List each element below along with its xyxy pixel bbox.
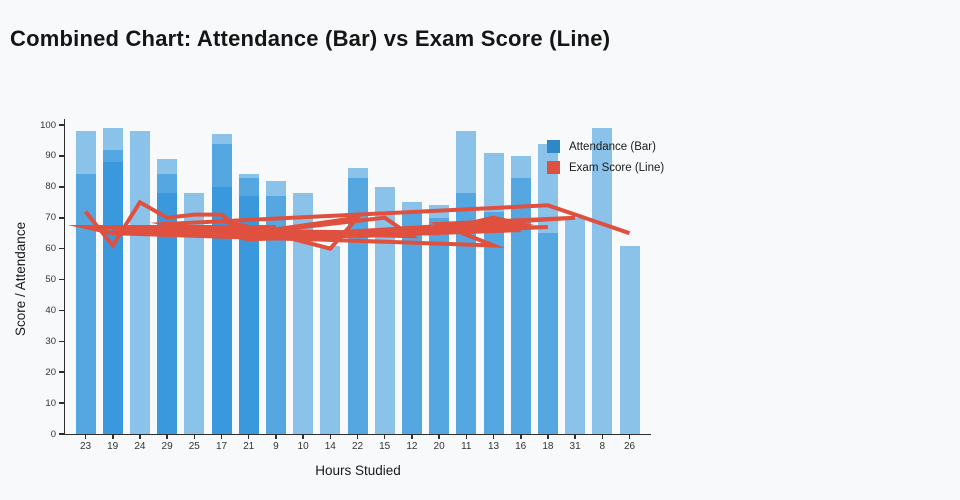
x-tick-label: 19	[107, 441, 119, 452]
y-axis-line	[63, 119, 65, 435]
x-tick-label: 13	[487, 441, 500, 452]
x-tick-label: 25	[188, 441, 200, 452]
x-tick	[438, 435, 440, 439]
x-tick	[112, 435, 114, 439]
x-tick-label: 20	[433, 441, 445, 452]
y-tick	[58, 124, 64, 126]
x-tick	[302, 435, 304, 439]
y-tick	[58, 371, 64, 373]
x-tick-label: 10	[297, 441, 309, 452]
x-tick	[247, 435, 250, 439]
attendance-bar-segment	[510, 177, 531, 434]
x-tick-label: 8	[599, 441, 606, 452]
x-tick-label: 31	[569, 441, 581, 452]
y-tick-label: 10	[45, 397, 56, 409]
y-tick	[58, 155, 64, 157]
legend-item-attendance[interactable]: Attendance (Bar)	[547, 140, 664, 153]
x-tick-label: 21	[243, 441, 255, 452]
x-tick-label: 17	[215, 441, 228, 452]
y-tick-label: 100	[40, 119, 56, 131]
attendance-bar-segment	[293, 193, 314, 434]
x-tick	[628, 435, 631, 439]
x-axis-title: Hours Studied	[315, 463, 401, 478]
x-tick	[139, 435, 141, 439]
y-tick	[58, 433, 64, 435]
y-tick-label: 70	[45, 212, 56, 224]
y-tick-label: 90	[45, 150, 56, 162]
y-axis-title: Score / Attendance	[13, 221, 28, 337]
attendance-bar-segment	[75, 174, 96, 434]
x-tick	[84, 435, 87, 439]
legend-label-attendance: Attendance (Bar)	[569, 140, 656, 153]
x-tick-label: 18	[542, 441, 554, 452]
x-tick	[166, 435, 168, 439]
x-tick	[193, 435, 196, 439]
y-tick-label: 40	[45, 304, 56, 316]
attendance-bar-segment	[537, 233, 558, 434]
x-tick-label: 9	[273, 441, 279, 452]
x-tick	[356, 435, 359, 439]
legend: Attendance (Bar) Exam Score (Line)	[547, 140, 664, 182]
x-tick-label: 26	[623, 441, 636, 452]
y-tick-label: 30	[45, 335, 56, 347]
attendance-bar-segment	[265, 196, 286, 434]
x-tick-label: 16	[515, 441, 527, 452]
attendance-bar-segment	[374, 186, 395, 434]
attendance-bar-segment	[592, 128, 613, 434]
attendance-bar-segment	[483, 211, 504, 434]
x-tick	[574, 435, 576, 439]
x-tick-label: 11	[461, 441, 472, 452]
y-tick-label: 20	[45, 366, 56, 378]
x-tick-label: 23	[79, 441, 92, 452]
legend-swatch-attendance-icon	[547, 140, 560, 153]
x-tick	[465, 435, 468, 439]
y-tick	[58, 278, 64, 281]
y-tick	[58, 340, 64, 343]
y-tick	[58, 247, 64, 250]
attendance-bar-segment	[429, 217, 450, 434]
attendance-bar-segment	[238, 196, 259, 434]
x-tick	[520, 435, 522, 439]
y-tick-label: 0	[50, 428, 56, 440]
y-tick	[58, 186, 64, 188]
attendance-bar-segment	[565, 217, 586, 434]
x-tick-label: 15	[379, 441, 391, 452]
chart-title: Combined Chart: Attendance (Bar) vs Exam…	[10, 26, 611, 51]
legend-label-exam-score: Exam Score (Line)	[569, 161, 665, 174]
x-tick	[220, 435, 223, 439]
legend-swatch-exam-score-icon	[547, 161, 560, 174]
y-tick-label: 80	[45, 181, 56, 193]
legend-item-exam-score[interactable]: Exam Score (Line)	[547, 161, 664, 174]
x-tick-label: 14	[324, 441, 336, 452]
attendance-bar-segment	[157, 193, 178, 434]
y-tick	[58, 217, 64, 219]
x-tick	[547, 435, 549, 439]
x-axis-line	[65, 433, 651, 435]
x-tick	[275, 435, 277, 439]
y-tick	[58, 402, 64, 404]
attendance-bar-segment	[320, 245, 341, 434]
x-tick-label: 24	[134, 441, 146, 452]
attendance-bar-segment	[456, 193, 477, 434]
y-tick	[58, 309, 64, 312]
attendance-bar-segment	[184, 193, 205, 434]
x-tick-label: 29	[161, 441, 173, 452]
attendance-bar-segment	[211, 186, 232, 434]
exam-score-line	[67, 199, 631, 251]
x-tick	[601, 435, 603, 439]
x-tick	[411, 435, 413, 439]
y-tick-label: 50	[45, 274, 56, 285]
x-tick-label: 12	[406, 441, 418, 452]
attendance-bar-segment	[401, 211, 422, 434]
x-tick-label: 22	[351, 441, 364, 452]
x-tick	[492, 435, 495, 439]
y-tick-label: 60	[45, 243, 56, 255]
attendance-bar-segment	[619, 245, 640, 434]
x-tick	[329, 435, 331, 439]
x-tick	[383, 435, 386, 439]
